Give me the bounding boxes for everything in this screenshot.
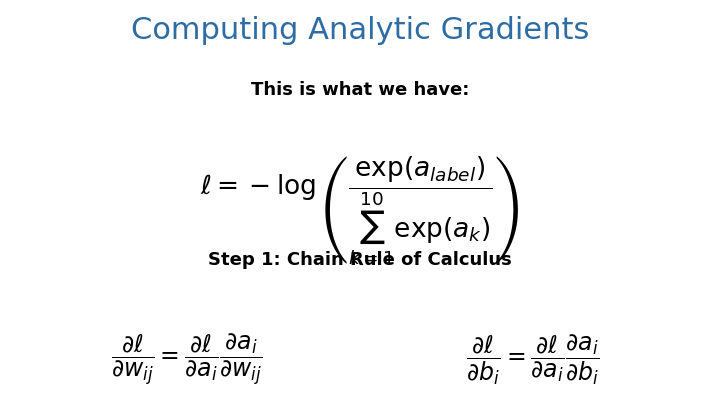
Text: Computing Analytic Gradients: Computing Analytic Gradients [131, 16, 589, 45]
Text: Step 1: Chain Rule of Calculus: Step 1: Chain Rule of Calculus [208, 251, 512, 269]
Text: $\ell = -\log\left(\dfrac{\exp(a_{label})}{\sum_{k=1}^{10} \exp(a_k)}\right)$: $\ell = -\log\left(\dfrac{\exp(a_{label}… [200, 154, 520, 266]
Text: $\dfrac{\partial \ell}{\partial w_{ij}} = \dfrac{\partial \ell}{\partial a_i} \d: $\dfrac{\partial \ell}{\partial w_{ij}} … [112, 332, 263, 388]
Text: This is what we have:: This is what we have: [251, 81, 469, 99]
Text: $\dfrac{\partial \ell}{\partial b_i} = \dfrac{\partial \ell}{\partial a_i} \dfra: $\dfrac{\partial \ell}{\partial b_i} = \… [466, 332, 600, 387]
